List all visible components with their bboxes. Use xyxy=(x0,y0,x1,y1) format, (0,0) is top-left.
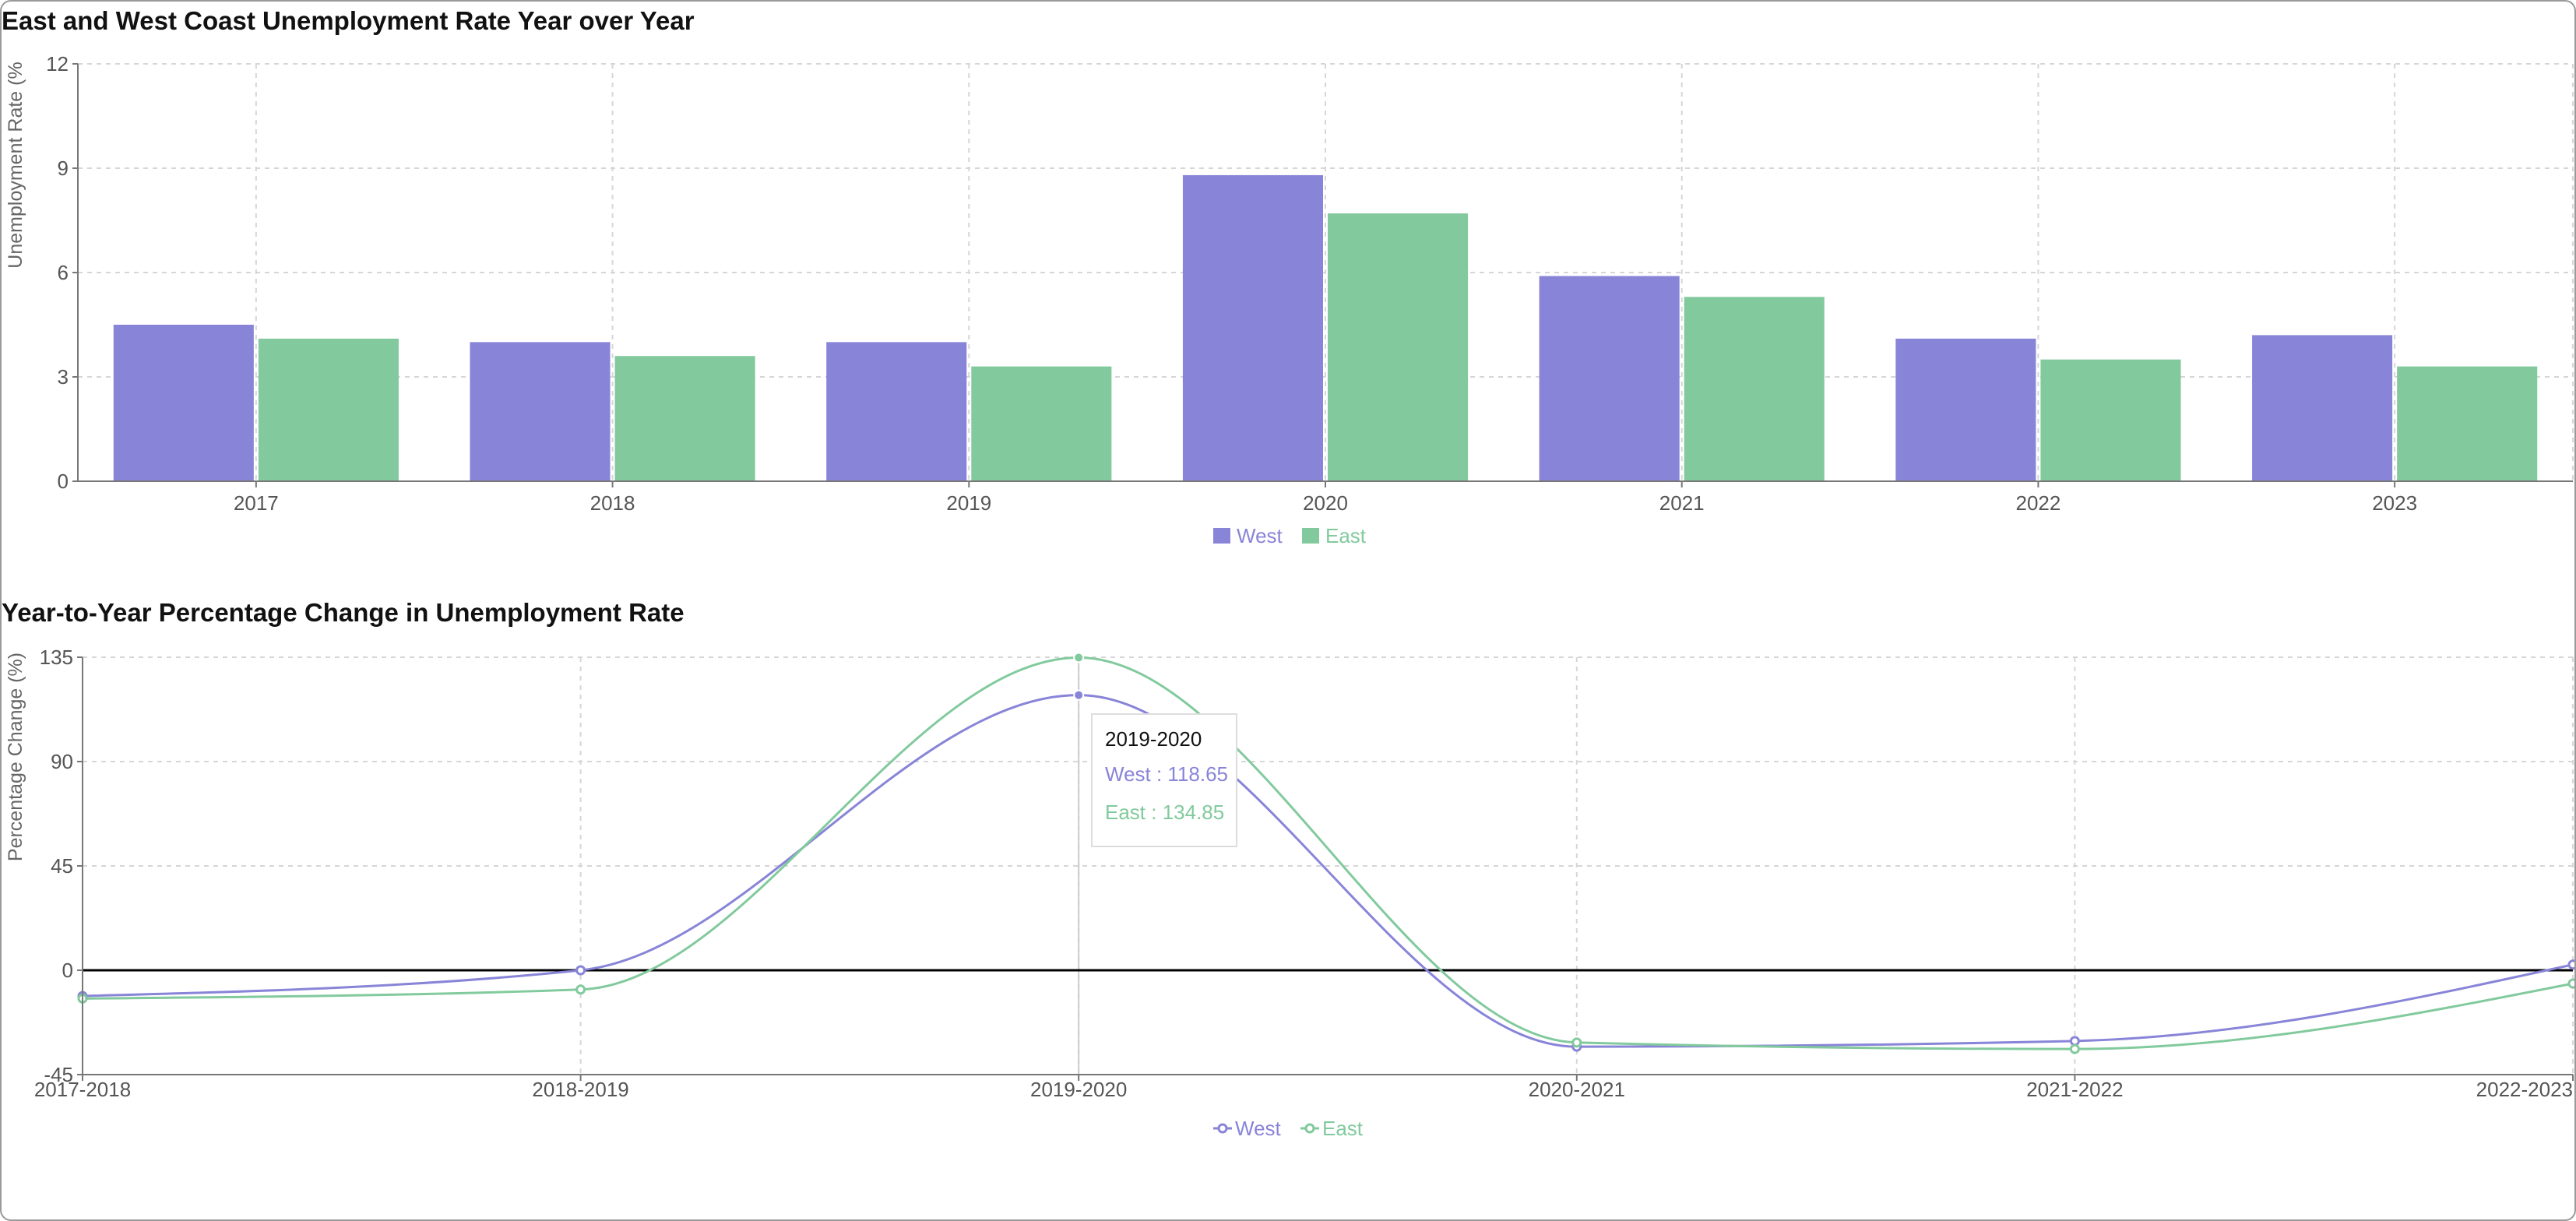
line-point-west xyxy=(2069,1036,2080,1047)
bar-x-tick-label: 2017 xyxy=(234,491,279,515)
line-y-tick-label: 90 xyxy=(51,750,73,773)
bar-y-tick-label: 6 xyxy=(58,261,69,284)
bar-y-tick-label: 12 xyxy=(46,52,69,76)
bar-west xyxy=(1895,338,2036,481)
bar-west xyxy=(2252,335,2393,481)
line-point-east xyxy=(575,984,586,995)
bar-east xyxy=(258,338,399,481)
line-point-west xyxy=(2567,959,2574,970)
legend-dot-icon-west xyxy=(1217,1123,1228,1134)
bar-east xyxy=(971,366,1112,481)
active-dot-west xyxy=(1073,689,1085,701)
line-x-tick-label: 2022-2023 xyxy=(2476,1078,2573,1101)
line-y-tick-label: -45 xyxy=(44,1063,73,1086)
bar-west xyxy=(113,325,254,481)
line-x-tick-label: 2018-2019 xyxy=(532,1078,628,1101)
active-dot-east xyxy=(1073,652,1085,663)
legend-label-east: East xyxy=(1322,1117,1364,1140)
bar-x-tick-label: 2021 xyxy=(1659,491,1705,515)
bar-east xyxy=(1684,297,1825,481)
line-point-east xyxy=(2567,978,2574,989)
line-x-tick-label: 2021-2022 xyxy=(2026,1078,2123,1101)
tooltip-west-value: West : 118.65 xyxy=(1105,762,1229,786)
bar-x-tick-label: 2022 xyxy=(2016,491,2061,515)
bar-west xyxy=(470,342,611,481)
legend-dot-icon-east xyxy=(1304,1123,1315,1134)
legend-swatch-east xyxy=(1302,528,1319,544)
bar-x-tick-label: 2018 xyxy=(590,491,635,515)
line-x-tick-label: 2019-2020 xyxy=(1030,1078,1127,1101)
bar-west xyxy=(1539,276,1680,481)
bar-chart-title: East and West Coast Unemployment Rate Ye… xyxy=(2,6,695,35)
bar-x-tick-label: 2023 xyxy=(2372,491,2417,515)
line-y-axis-label: Percentage Change (%) xyxy=(5,653,26,861)
line-point-east xyxy=(1571,1037,1582,1048)
bar-y-tick-label: 9 xyxy=(58,157,69,180)
line-series-west xyxy=(82,694,2574,1048)
line-y-tick-label: 135 xyxy=(40,646,73,669)
bar-y-axis-label: Unemployment Rate (% xyxy=(5,62,26,268)
bar-west xyxy=(1182,174,1323,481)
line-y-tick-label: 0 xyxy=(62,959,73,982)
legend-label-east: East xyxy=(1325,524,1367,547)
tooltip-east-value: East : 134.85 xyxy=(1105,801,1225,824)
bar-y-tick-label: 0 xyxy=(58,470,69,493)
line-series-east xyxy=(82,656,2574,1050)
legend-label-west: West xyxy=(1235,1117,1282,1140)
bar-east xyxy=(2040,359,2181,481)
bar-east xyxy=(2397,366,2538,481)
bar-x-tick-label: 2019 xyxy=(946,491,991,515)
bar-east xyxy=(614,356,755,481)
bar-east xyxy=(1328,213,1469,481)
bar-y-tick-label: 3 xyxy=(58,365,69,389)
tooltip: 2019-2020 West : 118.65 East : 134.85 xyxy=(1091,713,1237,847)
bar-west xyxy=(826,342,967,481)
tooltip-label: 2019-2020 xyxy=(1105,727,1202,751)
line-x-tick-label: 2017-2018 xyxy=(34,1078,131,1101)
legend-swatch-west xyxy=(1213,528,1230,544)
line-x-tick-label: 2020-2021 xyxy=(1529,1078,1625,1101)
line-chart-title: Year-to-Year Percentage Change in Unempl… xyxy=(2,598,684,627)
line-point-east xyxy=(2069,1043,2080,1054)
bar-x-tick-label: 2020 xyxy=(1303,491,1348,515)
line-point-west xyxy=(575,965,586,976)
legend-label-west: West xyxy=(1237,524,1283,547)
line-y-tick-label: 45 xyxy=(51,854,73,878)
